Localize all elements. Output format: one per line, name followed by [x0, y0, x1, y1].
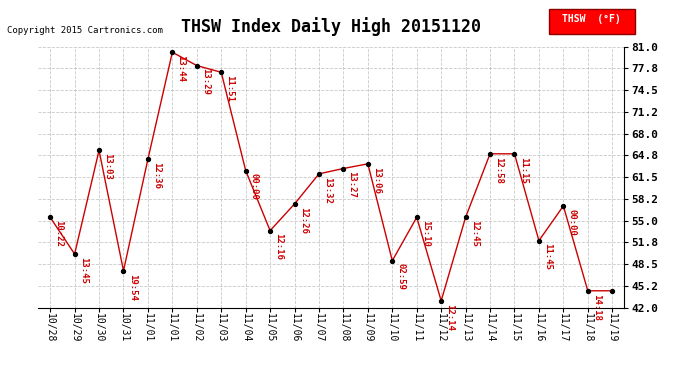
Point	[94, 147, 105, 153]
Point	[484, 151, 495, 157]
Text: 13:06: 13:06	[372, 166, 381, 194]
Point	[118, 268, 129, 274]
Point	[289, 201, 300, 207]
Point	[240, 168, 251, 174]
Text: 13:29: 13:29	[201, 68, 210, 95]
Point	[509, 151, 520, 157]
Text: 13:03: 13:03	[104, 153, 112, 180]
Point	[142, 156, 153, 162]
Point	[313, 171, 324, 177]
Point	[607, 288, 618, 294]
Point	[411, 214, 422, 220]
Point	[167, 49, 178, 55]
Point	[582, 288, 593, 294]
Text: 15:10: 15:10	[421, 220, 430, 247]
Point	[387, 258, 398, 264]
Text: 13:27: 13:27	[348, 171, 357, 198]
Point	[191, 63, 202, 69]
Text: 11:51: 11:51	[226, 75, 235, 102]
Point	[264, 228, 275, 234]
Text: 11:45: 11:45	[543, 243, 552, 270]
Text: 14:18: 14:18	[592, 294, 601, 321]
Text: 12:45: 12:45	[470, 220, 479, 247]
Text: 10:22: 10:22	[55, 220, 63, 247]
Point	[45, 214, 56, 220]
Text: 13:44: 13:44	[177, 55, 186, 82]
Point	[216, 69, 227, 75]
Point	[558, 203, 569, 209]
Text: Copyright 2015 Cartronics.com: Copyright 2015 Cartronics.com	[7, 26, 163, 35]
Point	[69, 251, 80, 257]
Text: 00:00: 00:00	[567, 209, 577, 236]
Text: 13:45: 13:45	[79, 257, 88, 284]
Point	[362, 161, 373, 167]
Text: 11:15: 11:15	[519, 157, 528, 183]
Point	[533, 238, 544, 244]
Text: 12:26: 12:26	[299, 207, 308, 234]
Text: 02:59: 02:59	[397, 264, 406, 290]
Text: 12:36: 12:36	[152, 162, 161, 189]
Text: 13:32: 13:32	[323, 177, 332, 204]
Text: THSW  (°F): THSW (°F)	[562, 15, 621, 24]
Text: 12:16: 12:16	[274, 233, 284, 260]
Text: 12:58: 12:58	[494, 157, 503, 183]
Point	[460, 214, 471, 220]
Text: THSW Index Daily High 20151120: THSW Index Daily High 20151120	[181, 17, 481, 36]
Text: 00:00: 00:00	[250, 173, 259, 200]
Text: 12:14: 12:14	[445, 304, 454, 330]
Text: 19:54: 19:54	[128, 273, 137, 300]
Point	[435, 298, 446, 304]
Point	[338, 165, 349, 171]
